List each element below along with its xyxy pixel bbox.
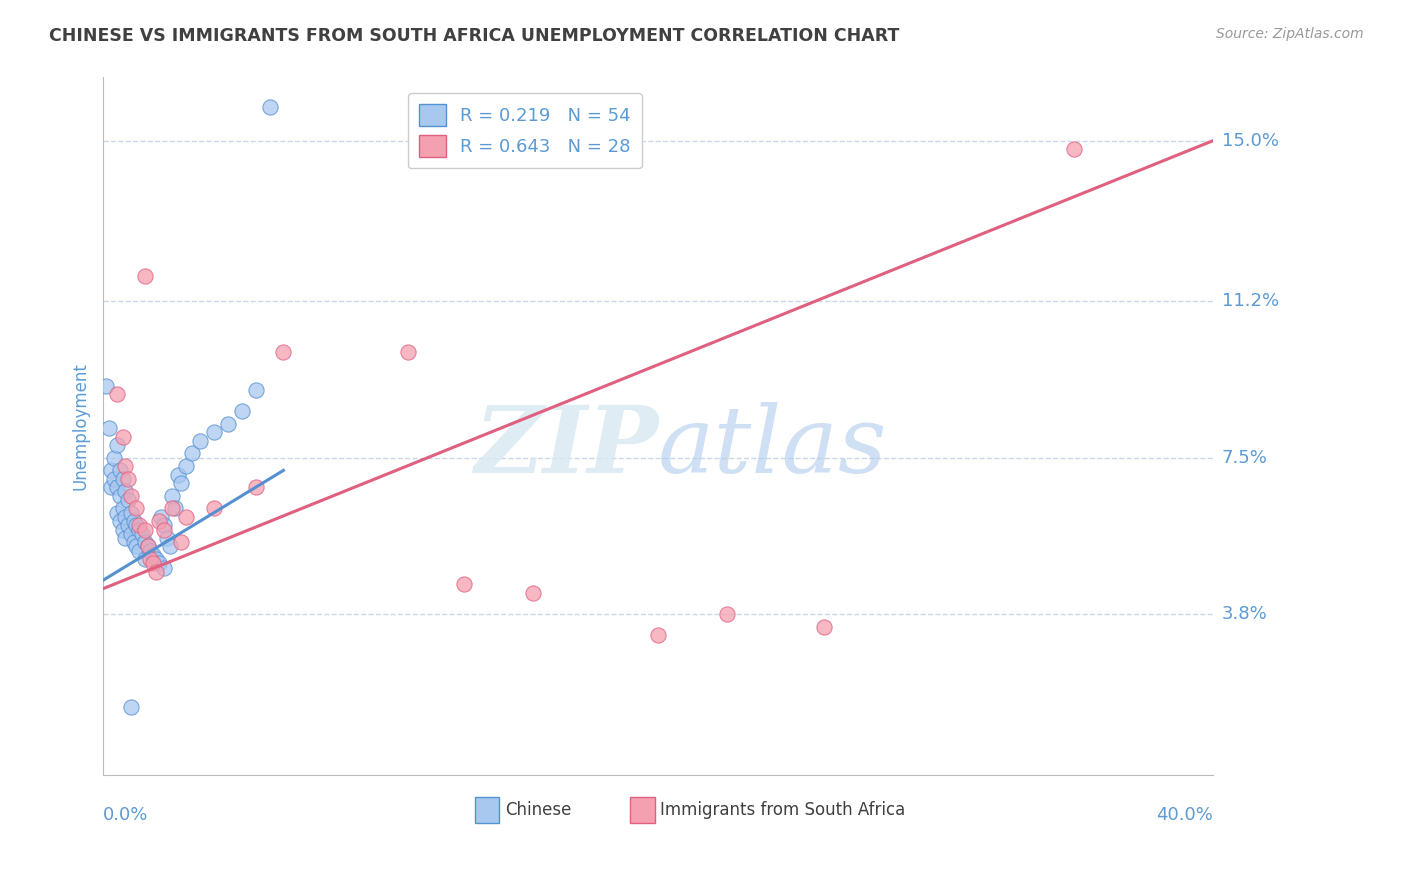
Point — [103, 450, 125, 465]
Point — [108, 463, 131, 477]
Text: 40.0%: 40.0% — [1156, 806, 1213, 824]
Point — [245, 383, 267, 397]
Point — [176, 509, 198, 524]
Point — [156, 531, 179, 545]
Point — [231, 404, 253, 418]
Point — [94, 379, 117, 393]
Point — [148, 514, 170, 528]
Point — [131, 526, 153, 541]
Point — [128, 518, 150, 533]
Point — [145, 552, 167, 566]
Point — [125, 501, 148, 516]
Point — [105, 387, 128, 401]
Point — [111, 429, 134, 443]
Point — [117, 518, 139, 533]
Text: ZIP: ZIP — [474, 402, 658, 491]
Point — [100, 480, 122, 494]
Text: 11.2%: 11.2% — [1222, 293, 1278, 310]
Point — [122, 535, 145, 549]
FancyBboxPatch shape — [630, 797, 655, 823]
Point — [105, 438, 128, 452]
Point — [202, 501, 225, 516]
Legend: R = 0.219   N = 54, R = 0.643   N = 28: R = 0.219 N = 54, R = 0.643 N = 28 — [408, 94, 641, 169]
Point — [522, 586, 544, 600]
Point — [165, 501, 187, 516]
Point — [108, 514, 131, 528]
Point — [114, 484, 136, 499]
Point — [162, 501, 184, 516]
Point — [396, 345, 419, 359]
Point — [122, 514, 145, 528]
Point — [120, 489, 142, 503]
Point — [148, 557, 170, 571]
Point — [150, 509, 173, 524]
Point — [120, 526, 142, 541]
Point — [245, 480, 267, 494]
Point — [117, 472, 139, 486]
Text: Chinese: Chinese — [505, 801, 571, 819]
Point — [114, 531, 136, 545]
Point — [120, 700, 142, 714]
Point — [180, 446, 202, 460]
Text: atlas: atlas — [658, 402, 887, 491]
Point — [136, 540, 159, 554]
Point — [176, 459, 198, 474]
Point — [117, 492, 139, 507]
Point — [647, 628, 669, 642]
Point — [128, 523, 150, 537]
Point — [125, 540, 148, 554]
Point — [170, 476, 193, 491]
Point — [108, 489, 131, 503]
Point — [145, 565, 167, 579]
Point — [128, 543, 150, 558]
Point — [273, 345, 295, 359]
Point — [188, 434, 211, 448]
Point — [139, 552, 162, 566]
Point — [153, 518, 176, 533]
Point — [139, 543, 162, 558]
Point — [134, 535, 156, 549]
Point — [153, 560, 176, 574]
Point — [134, 268, 156, 283]
Point — [134, 523, 156, 537]
Point — [142, 557, 165, 571]
Text: 3.8%: 3.8% — [1222, 605, 1267, 623]
Point — [100, 463, 122, 477]
Point — [105, 480, 128, 494]
Point — [103, 472, 125, 486]
Point — [125, 518, 148, 533]
Point — [114, 509, 136, 524]
Point — [136, 540, 159, 554]
Text: Immigrants from South Africa: Immigrants from South Africa — [661, 801, 905, 819]
Text: 15.0%: 15.0% — [1222, 132, 1278, 150]
Point — [1063, 142, 1085, 156]
Point — [134, 552, 156, 566]
Text: CHINESE VS IMMIGRANTS FROM SOUTH AFRICA UNEMPLOYMENT CORRELATION CHART: CHINESE VS IMMIGRANTS FROM SOUTH AFRICA … — [49, 27, 900, 45]
Point — [153, 523, 176, 537]
Point — [170, 535, 193, 549]
Point — [716, 607, 738, 621]
Point — [813, 620, 835, 634]
Point — [97, 421, 120, 435]
Point — [111, 523, 134, 537]
Point — [202, 425, 225, 440]
Point — [259, 100, 281, 114]
Point — [453, 577, 475, 591]
Point — [120, 506, 142, 520]
Text: Source: ZipAtlas.com: Source: ZipAtlas.com — [1216, 27, 1364, 41]
FancyBboxPatch shape — [475, 797, 499, 823]
Point — [162, 489, 184, 503]
Text: 7.5%: 7.5% — [1222, 449, 1267, 467]
Point — [114, 459, 136, 474]
Point — [111, 472, 134, 486]
Point — [167, 467, 190, 482]
Y-axis label: Unemployment: Unemployment — [72, 362, 89, 490]
Point — [105, 506, 128, 520]
Text: 0.0%: 0.0% — [103, 806, 149, 824]
Point — [142, 548, 165, 562]
Point — [111, 501, 134, 516]
Point — [217, 417, 239, 431]
Point — [159, 540, 181, 554]
